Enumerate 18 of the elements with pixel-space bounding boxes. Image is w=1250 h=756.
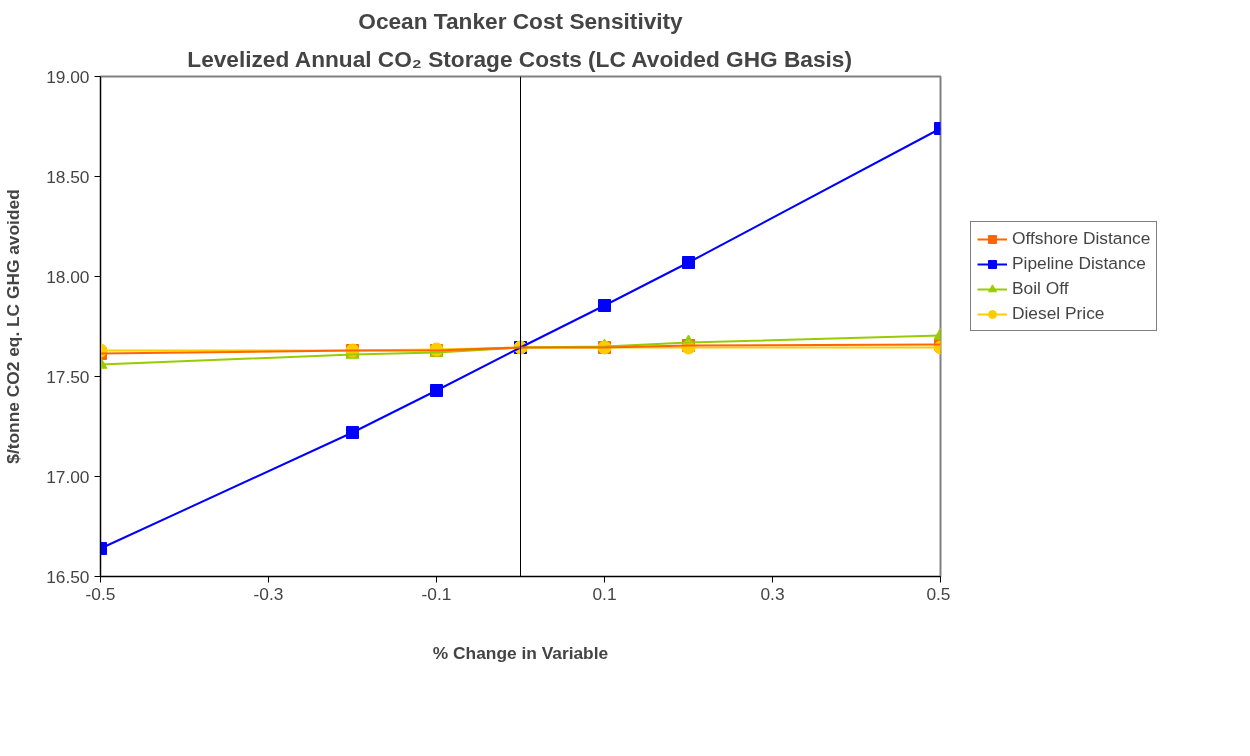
x-tick-label: -0.3 — [253, 583, 284, 604]
y-tick-label: 17.00 — [46, 466, 90, 487]
chart-title: Ocean Tanker Cost Sensitivity — [358, 7, 684, 34]
y-axis-title: $/tonne CO2 eq. LC GHG avoided — [3, 189, 24, 464]
x-axis-title: % Change in Variable — [432, 642, 609, 663]
y-tick-label: 19.00 — [46, 66, 90, 87]
x-tick-label: 0.5 — [926, 583, 951, 604]
y-tick-label: 17.50 — [46, 366, 90, 387]
chart-subtitle: Levelized Annual CO₂ Storage Costs (LC Avoided GHG Basis) — [187, 45, 852, 72]
legend-label: Pipeline Distance — [1012, 253, 1146, 274]
y-tick-label: 18.50 — [46, 166, 90, 187]
legend-label: Diesel Price — [1012, 303, 1105, 324]
legend-label: Offshore Distance — [1012, 228, 1151, 249]
x-tick-label: -0.1 — [421, 583, 452, 604]
x-tick-label: 0.3 — [760, 583, 785, 604]
y-tick-label: 18.00 — [46, 266, 90, 287]
legend-label: Boil Off — [1012, 278, 1069, 299]
x-tick-label: 0.1 — [592, 583, 617, 604]
